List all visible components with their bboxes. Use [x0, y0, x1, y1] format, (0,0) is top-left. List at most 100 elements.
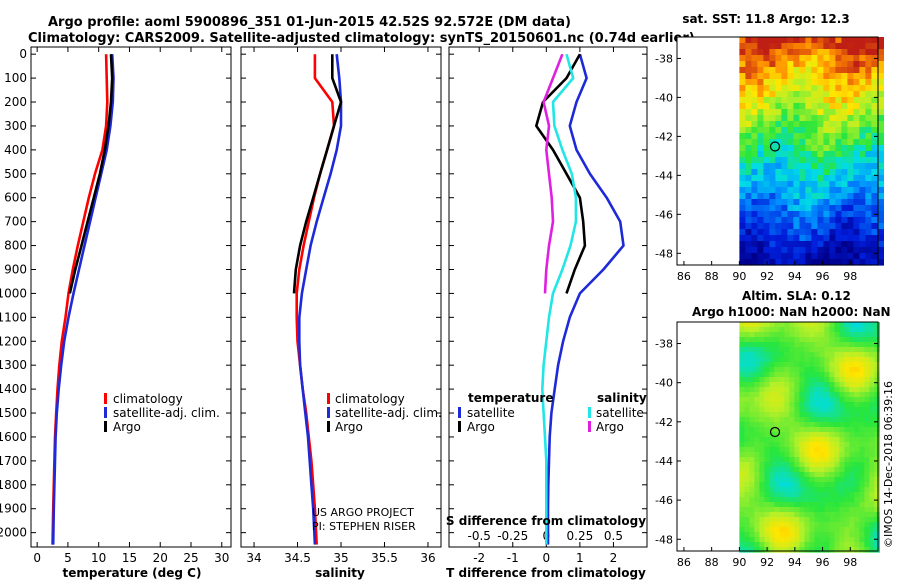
map-cell [809, 452, 815, 458]
map-cell [854, 482, 860, 488]
map-cell [764, 517, 770, 523]
map-cell [869, 447, 875, 453]
map-cell [769, 372, 775, 378]
map-cell [774, 397, 780, 403]
map-cell [853, 37, 860, 44]
map-cell [794, 462, 800, 468]
map-cell [859, 211, 866, 218]
map-cell [757, 229, 764, 236]
map-cell [804, 422, 810, 428]
map-cell [799, 537, 805, 543]
map-cell [853, 151, 860, 158]
map-cell [774, 347, 780, 353]
map-cell [834, 467, 840, 473]
map-cell [809, 327, 815, 333]
map-cell [823, 85, 830, 92]
map-cell [844, 432, 850, 438]
map-cell [854, 387, 860, 393]
map-cell [824, 537, 830, 543]
map-cell [805, 217, 812, 224]
legend-satellite-swatch [104, 407, 107, 418]
salinity-xlabel: salinity [315, 566, 365, 580]
map-cell [754, 397, 760, 403]
map-cell [784, 537, 790, 543]
map-cell [849, 357, 855, 363]
map-cell [844, 447, 850, 453]
map-cell [751, 97, 758, 104]
map-cell [814, 392, 820, 398]
map-cell [829, 332, 835, 338]
map-cell [759, 482, 765, 488]
depth-tick-label: 1000 [0, 286, 27, 300]
credit-pi: PI: STEPHEN RISER [312, 520, 416, 533]
map-cell [781, 199, 788, 206]
map-cell [854, 332, 860, 338]
map-cell [854, 347, 860, 353]
map-cell [774, 512, 780, 518]
map-cell [763, 133, 770, 140]
map-cell [739, 417, 745, 423]
map-cell [764, 407, 770, 413]
map-cell [844, 547, 850, 553]
map-cell [829, 259, 836, 266]
map-cell [781, 211, 788, 218]
map-cell [794, 482, 800, 488]
map-cell [793, 139, 800, 146]
map-cell [751, 211, 758, 218]
map-cell [834, 347, 840, 353]
map-cell [869, 342, 875, 348]
map-cell [784, 322, 790, 328]
map-cell [787, 163, 794, 170]
map-cell [749, 532, 755, 538]
map-cell [764, 502, 770, 508]
map-cell [793, 151, 800, 158]
map-cell [853, 145, 860, 152]
map-cell [871, 169, 878, 176]
map-cell [849, 517, 855, 523]
map-cell [764, 492, 770, 498]
map-cell [839, 422, 845, 428]
map-cell [799, 133, 806, 140]
map-cell [874, 502, 880, 508]
map-cell [749, 537, 755, 543]
map-cell [789, 462, 795, 468]
map-cell [744, 537, 750, 543]
map-cell [849, 377, 855, 383]
map-cell [779, 427, 785, 433]
map-cell [834, 547, 840, 553]
map-cell [811, 49, 818, 56]
map-cell [793, 49, 800, 56]
map-cell [811, 115, 818, 122]
map-cell [824, 362, 830, 368]
map-cell [754, 522, 760, 528]
map-cell [805, 49, 812, 56]
map-cell [769, 527, 775, 533]
float-position-marker [769, 426, 781, 438]
map-cell [769, 223, 776, 230]
map-cell [774, 377, 780, 383]
map-cell [869, 352, 875, 358]
map-cell [809, 362, 815, 368]
map-cell [864, 432, 870, 438]
series-line-salinity-satellite [540, 53, 578, 545]
map-cell [865, 253, 872, 260]
map-cell [859, 322, 865, 328]
map-cell [814, 327, 820, 333]
map-cell [809, 462, 815, 468]
map-cell [754, 377, 760, 383]
map-cell [847, 217, 854, 224]
map-cell [764, 462, 770, 468]
map-cell [769, 151, 776, 158]
map-cell [841, 109, 848, 116]
map-cell [824, 507, 830, 513]
map-cell [877, 247, 884, 254]
map-cell [751, 151, 758, 158]
map-cell [764, 377, 770, 383]
map-cell [871, 163, 878, 170]
map-cell [744, 337, 750, 343]
map-cell [859, 121, 866, 128]
map-cell [774, 322, 780, 328]
map-cell [839, 387, 845, 393]
map-cell [835, 259, 842, 266]
series-line-salinity-argo [542, 53, 564, 294]
